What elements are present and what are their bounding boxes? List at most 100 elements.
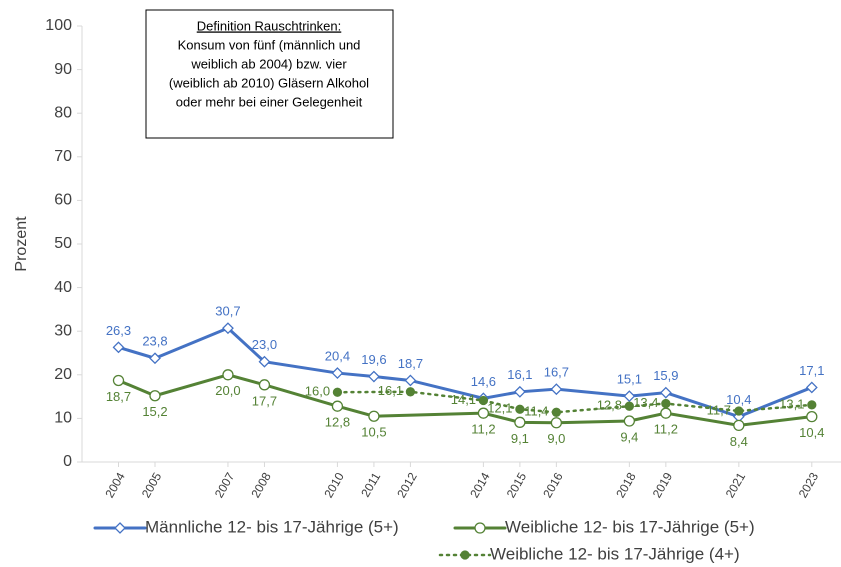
data-label: 14,6 bbox=[471, 374, 496, 389]
marker bbox=[405, 387, 416, 397]
marker bbox=[623, 415, 636, 427]
y-tick-label: 70 bbox=[54, 148, 72, 165]
data-label: 11,4 bbox=[524, 404, 548, 419]
marker bbox=[515, 404, 525, 414]
legend-label: Männliche 12- bis 17-Jährige (5+) bbox=[145, 517, 399, 536]
marker bbox=[661, 398, 671, 409]
data-label: 20,0 bbox=[215, 383, 240, 398]
data-label: 8,4 bbox=[730, 434, 748, 449]
marker bbox=[258, 379, 271, 391]
legend-label: Weibliche 12- bis 17-Jährige (4+) bbox=[490, 544, 740, 563]
data-label: 16,0 bbox=[305, 384, 330, 399]
legend-label: Weibliche 12- bis 17-Jährige (5+) bbox=[505, 517, 755, 536]
marker bbox=[624, 401, 635, 411]
series-line bbox=[116, 326, 814, 419]
marker bbox=[112, 374, 125, 387]
y-tick-label: 40 bbox=[54, 279, 72, 296]
x-tick-label: 2008 bbox=[248, 470, 274, 500]
data-label: 11,7 bbox=[707, 402, 731, 417]
marker bbox=[807, 400, 817, 410]
x-tick-label: 2015 bbox=[504, 470, 530, 500]
annotation-box bbox=[145, 9, 394, 139]
marker bbox=[222, 369, 234, 381]
marker bbox=[513, 385, 526, 398]
data-label: 16,7 bbox=[544, 365, 569, 380]
marker bbox=[734, 406, 744, 416]
data-label: 9,4 bbox=[620, 429, 638, 444]
marker bbox=[660, 407, 672, 419]
marker bbox=[659, 386, 672, 399]
x-tick-label: 2005 bbox=[139, 470, 165, 500]
annotation-line: weiblich ab 2004) bzw. vier bbox=[190, 56, 347, 71]
legend-marker bbox=[460, 550, 470, 560]
x-tick-label: 2023 bbox=[796, 470, 822, 500]
marker bbox=[478, 395, 489, 406]
marker bbox=[806, 411, 818, 423]
y-tick-label: 20 bbox=[54, 366, 72, 383]
y-tick-label: 60 bbox=[54, 192, 72, 209]
marker bbox=[551, 407, 562, 417]
marker bbox=[514, 416, 526, 428]
y-tick-label: 80 bbox=[54, 104, 72, 121]
y-tick-label: 90 bbox=[54, 61, 72, 78]
marker bbox=[404, 374, 417, 387]
marker bbox=[331, 400, 344, 412]
x-tick-label: 2007 bbox=[212, 470, 238, 500]
y-tick-label: 30 bbox=[54, 322, 72, 339]
annotation-line: Konsum von fünf (männlich und bbox=[178, 37, 361, 52]
data-label: 15,2 bbox=[142, 404, 167, 419]
annotation-line: oder mehr bei einer Gelegenheit bbox=[176, 94, 363, 109]
marker bbox=[258, 355, 271, 368]
data-label: 12,8 bbox=[325, 415, 350, 430]
data-label: 18,7 bbox=[398, 356, 423, 371]
x-tick-label: 2012 bbox=[394, 470, 420, 500]
annotation-line: (weiblich ab 2010) Gläsern Alkohol bbox=[169, 75, 369, 90]
marker bbox=[222, 322, 234, 335]
data-label: 20,4 bbox=[325, 348, 350, 363]
data-label: 9,1 bbox=[511, 431, 529, 446]
data-label: 26,3 bbox=[106, 323, 131, 338]
marker bbox=[805, 381, 818, 394]
data-label: 15,9 bbox=[653, 368, 678, 383]
x-tick-label: 2004 bbox=[102, 470, 128, 500]
marker bbox=[149, 390, 161, 402]
data-label: 15,1 bbox=[617, 372, 642, 387]
data-label: 17,7 bbox=[252, 393, 277, 408]
marker bbox=[368, 410, 380, 422]
legend-marker bbox=[114, 522, 126, 534]
marker bbox=[623, 390, 636, 403]
marker bbox=[733, 419, 745, 432]
marker bbox=[550, 383, 563, 396]
x-tick-label: 2019 bbox=[650, 470, 676, 500]
y-tick-label: 100 bbox=[45, 17, 72, 34]
legend-marker bbox=[474, 522, 486, 534]
data-label: 10,5 bbox=[361, 425, 386, 440]
data-label: 11,2 bbox=[654, 422, 678, 437]
data-label: 19,6 bbox=[361, 352, 386, 367]
marker bbox=[332, 387, 343, 397]
x-tick-label: 2018 bbox=[613, 470, 639, 500]
data-label: 23,0 bbox=[252, 337, 277, 352]
data-label: 14,1 bbox=[451, 392, 476, 407]
x-tick-label: 2014 bbox=[467, 470, 493, 500]
marker bbox=[112, 341, 125, 354]
data-label: 30,7 bbox=[215, 304, 240, 319]
data-label: 16,1 bbox=[507, 367, 532, 382]
data-label: 13,1 bbox=[779, 396, 804, 411]
data-label: 18,7 bbox=[106, 389, 131, 404]
data-label: 10,4 bbox=[799, 425, 824, 440]
series-line bbox=[336, 390, 814, 414]
marker bbox=[331, 367, 344, 379]
marker bbox=[149, 352, 161, 365]
x-tick-label: 2021 bbox=[723, 470, 749, 500]
data-label: 17,1 bbox=[799, 363, 824, 378]
marker bbox=[477, 407, 490, 419]
data-label: 11,2 bbox=[471, 422, 495, 437]
data-label: 12,1 bbox=[487, 401, 512, 416]
y-tick-label: 50 bbox=[54, 235, 72, 252]
y-axis-label: Prozent bbox=[13, 216, 30, 272]
data-label: 12,8 bbox=[597, 398, 622, 413]
x-tick-label: 2011 bbox=[358, 470, 383, 500]
data-label: 10,4 bbox=[726, 392, 751, 407]
